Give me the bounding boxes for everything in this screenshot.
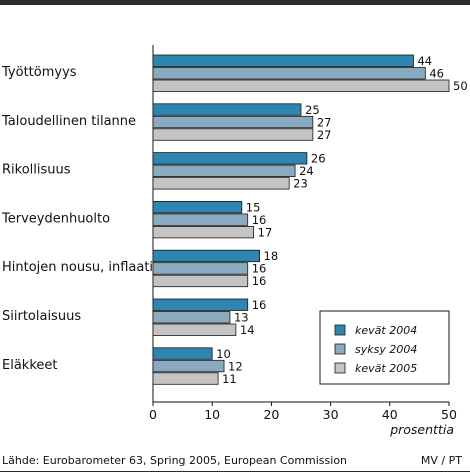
category-label: Taloudellinen tilanne (1, 114, 136, 129)
credit-note: MV / PT (420, 454, 462, 467)
bar (152, 200, 243, 214)
category-label: Työttömyys (1, 65, 77, 80)
data-label: 16 (252, 213, 267, 227)
legend-label: kevät 2005 (355, 362, 417, 375)
category-label: Hintojen nousu, inflaatio (2, 260, 161, 275)
data-label: 26 (311, 152, 326, 166)
x-tick-label: 0 (149, 407, 157, 422)
bar (152, 311, 231, 324)
data-label: 16 (252, 274, 267, 288)
data-label: 27 (317, 115, 332, 129)
bar (152, 213, 249, 226)
bar (152, 323, 237, 336)
data-label: 18 (264, 249, 279, 263)
data-label: 16 (252, 262, 267, 276)
legend-label: syksy 2004 (355, 343, 417, 356)
bar (152, 249, 260, 263)
x-tick-label: 20 (263, 407, 279, 422)
x-tick-label: 50 (441, 407, 457, 422)
data-label: 15 (246, 200, 261, 214)
bar (152, 79, 450, 92)
x-tick-label: 10 (204, 407, 220, 422)
bar (152, 372, 219, 385)
bar (152, 298, 249, 311)
data-label: 50 (453, 79, 468, 93)
bar (152, 177, 290, 190)
data-label: 27 (317, 128, 332, 142)
category-label: Eläkkeet (2, 358, 57, 373)
bar-chart: 0 10 20 30 40 50prosenttiaTyöttömyys444650Tal… (1, 45, 468, 437)
data-label: 44 (417, 54, 432, 68)
bar (152, 103, 302, 116)
category-label: Rikollisuus (2, 163, 71, 178)
legend-swatch (334, 343, 346, 355)
bar (152, 274, 249, 288)
source-note: Lähde: Eurobarometer 63, Spring 2005, Eu… (2, 454, 348, 467)
bar (152, 54, 414, 67)
data-label: 46 (429, 67, 444, 81)
bar (152, 67, 426, 80)
data-label: 17 (258, 225, 273, 239)
data-label: 24 (299, 164, 314, 178)
bar (152, 225, 255, 239)
bar (152, 359, 225, 373)
category-label: Siirtolaisuus (2, 309, 81, 324)
legend-swatch (334, 324, 346, 336)
legend-swatch (334, 362, 346, 374)
bar (152, 347, 213, 360)
bar (152, 262, 249, 275)
legend-label: kevät 2004 (355, 324, 417, 337)
data-label: 23 (293, 177, 308, 191)
x-axis-label: prosenttia (389, 422, 454, 437)
data-label: 12 (228, 359, 243, 373)
data-label: 13 (234, 311, 249, 325)
bar (152, 128, 314, 141)
category-label: Terveydenhuolto (1, 211, 110, 226)
bar (152, 164, 296, 178)
data-label: 11 (222, 372, 237, 386)
data-label: 14 (240, 323, 255, 337)
data-label: 25 (305, 103, 320, 117)
data-label: 16 (252, 298, 267, 312)
x-tick-label: 40 (382, 407, 398, 422)
x-tick-label: 30 (323, 407, 339, 422)
bar (152, 115, 314, 129)
bar (152, 152, 308, 165)
data-label: 10 (216, 347, 231, 361)
